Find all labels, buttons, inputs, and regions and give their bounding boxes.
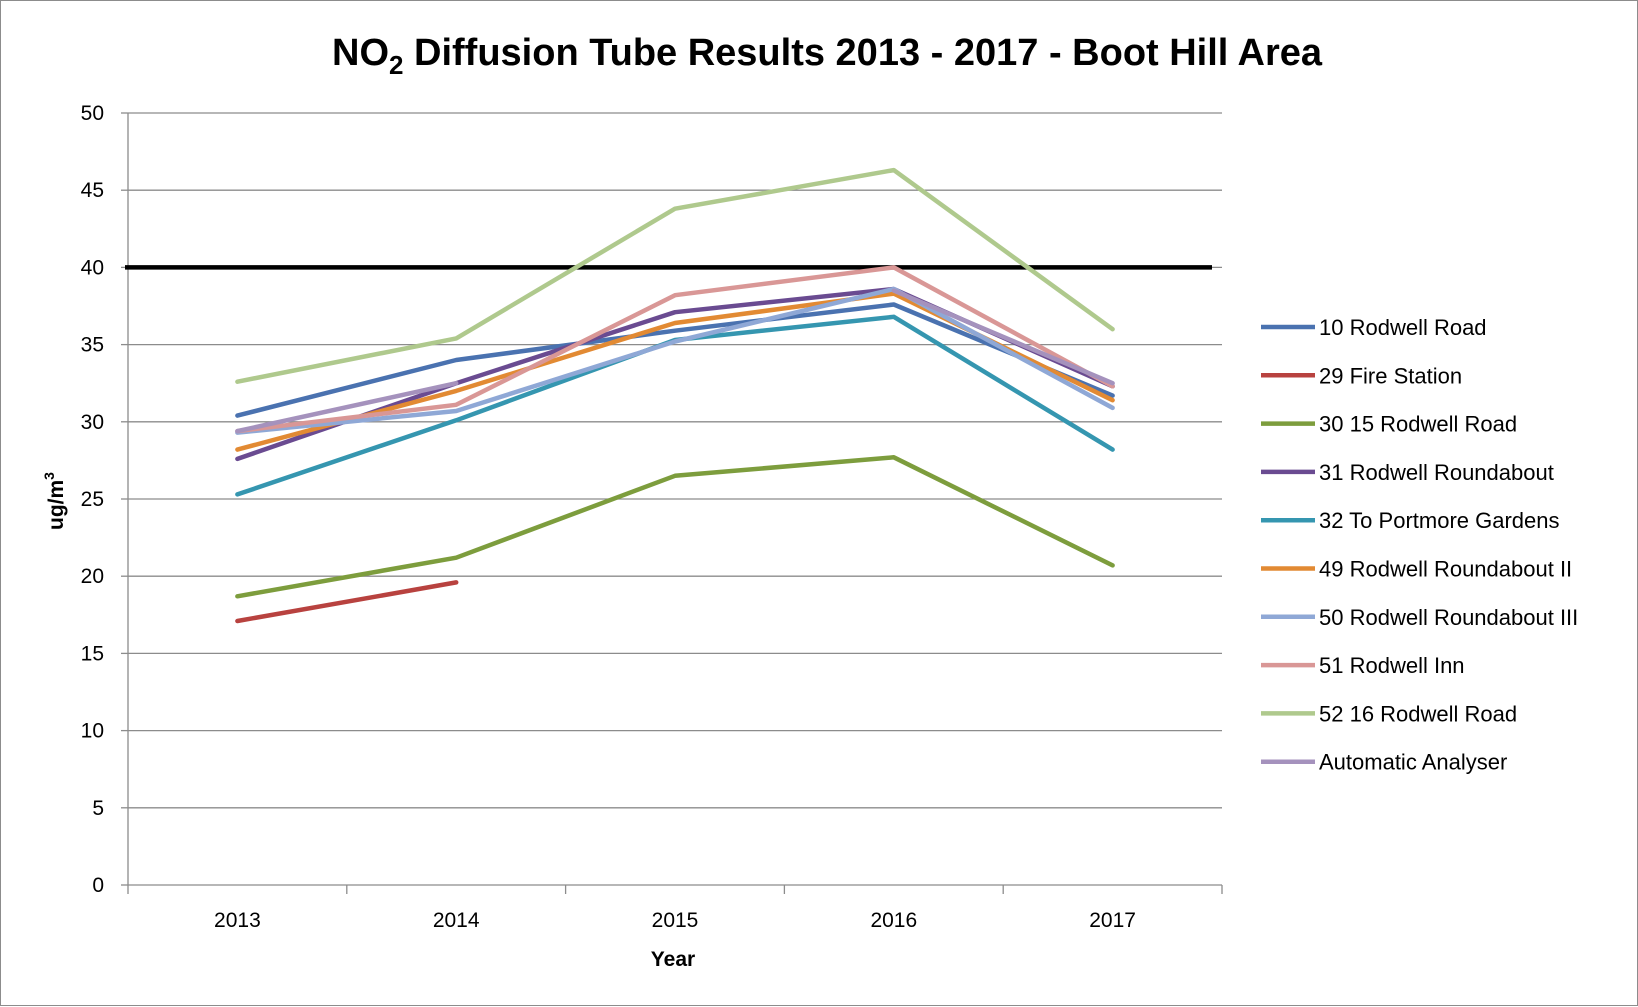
series-group xyxy=(235,302,1115,418)
y-tick-label: 10 xyxy=(81,720,104,743)
chart-title: NO2 Diffusion Tube Results 2013 - 2017 -… xyxy=(332,32,1323,80)
x-tick-label: 2013 xyxy=(214,909,261,932)
legend-label: 32 To Portmore Gardens xyxy=(1319,508,1560,533)
y-tick-labels: 0 5 10 15 20 25 30 35 40 45 50 xyxy=(81,102,104,897)
series-line xyxy=(891,288,1115,386)
y-tick-label: 35 xyxy=(81,334,104,357)
chart-title-subscript: 2 xyxy=(389,50,403,80)
legend-label: 52 16 Rodwell Road xyxy=(1319,701,1517,726)
chart-title-main: NO xyxy=(332,32,389,74)
x-axis-title: Year xyxy=(651,948,695,971)
series-group xyxy=(235,265,1115,434)
series-group xyxy=(235,288,1115,434)
series-group xyxy=(235,455,1115,599)
y-axis-title-superscript: 3 xyxy=(41,472,57,480)
x-tick-label: 2014 xyxy=(433,909,480,932)
x-tick-label: 2017 xyxy=(1089,909,1136,932)
series-line xyxy=(235,302,1115,418)
legend-label: 49 Rodwell Roundabout II xyxy=(1319,557,1572,582)
series-group xyxy=(235,286,1115,435)
y-axis-title-main: ug/m xyxy=(45,480,68,530)
legend: 10 Rodwell Road 29 Fire Station 30 15 Rodw… xyxy=(1261,315,1578,775)
legend-label: Automatic Analyser xyxy=(1319,750,1507,775)
series-line xyxy=(235,580,459,624)
y-tick-label: 45 xyxy=(81,179,104,202)
series-line xyxy=(235,455,1115,599)
series-line xyxy=(235,286,1115,435)
x-tick-label: 2016 xyxy=(870,909,917,932)
y-tick-label: 50 xyxy=(81,102,104,125)
y-axis-title: ug/m3 xyxy=(41,472,68,530)
series-line xyxy=(235,265,1115,434)
axes xyxy=(127,113,1223,894)
series-line xyxy=(235,380,459,434)
y-tick-label: 15 xyxy=(81,642,104,665)
y-tick-label: 25 xyxy=(81,488,104,511)
x-tick-label: 2015 xyxy=(652,909,699,932)
chart-title-rest: Diffusion Tube Results 2013 - 2017 - Boo… xyxy=(403,32,1322,74)
legend-label: 29 Fire Station xyxy=(1319,363,1462,388)
legend-label: 10 Rodwell Road xyxy=(1319,315,1487,340)
y-tick-label: 0 xyxy=(92,874,104,897)
gridlines xyxy=(121,112,1222,886)
y-tick-label: 20 xyxy=(81,565,104,588)
y-tick-label: 30 xyxy=(81,411,104,434)
y-tick-label: 5 xyxy=(92,797,104,820)
series-line xyxy=(235,167,1115,384)
series-group xyxy=(235,580,459,624)
x-tick-labels: 2013 2014 2015 2016 2017 xyxy=(214,909,1136,932)
series-lines xyxy=(235,167,1115,624)
legend-label: 50 Rodwell Roundabout III xyxy=(1319,605,1578,630)
legend-label: 51 Rodwell Inn xyxy=(1319,653,1465,678)
y-tick-label: 40 xyxy=(81,256,104,279)
legend-label: 31 Rodwell Roundabout xyxy=(1319,460,1554,485)
series-group xyxy=(235,167,1115,384)
legend-label: 30 15 Rodwell Road xyxy=(1319,412,1517,437)
